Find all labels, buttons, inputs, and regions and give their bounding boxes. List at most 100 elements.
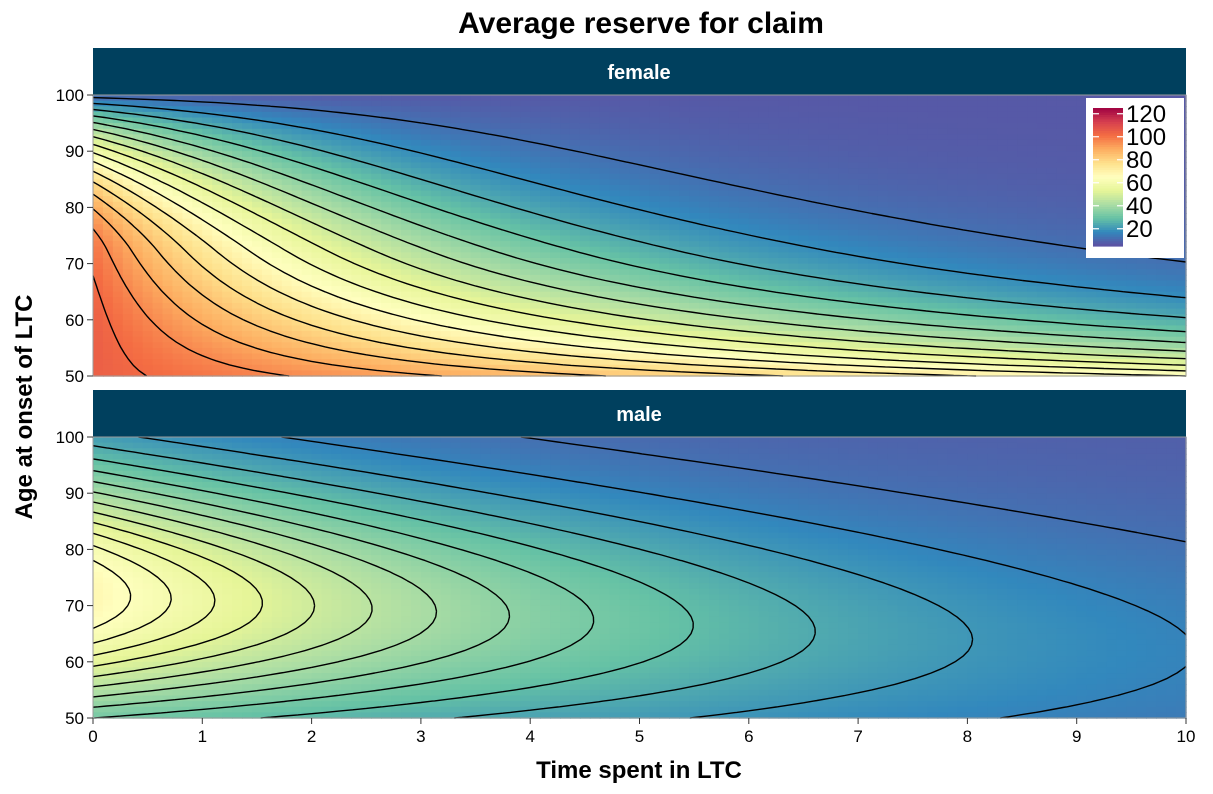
heat-cell: [768, 151, 780, 158]
heat-cell: [848, 319, 859, 327]
heat-cell: [1017, 257, 1028, 265]
heat-cell: [977, 123, 988, 130]
heat-cell: [271, 123, 283, 130]
heat-cell: [420, 257, 432, 265]
heat-cell: [927, 325, 939, 332]
heat-cell: [977, 263, 988, 270]
heat-cell: [609, 291, 621, 299]
heat-cell: [798, 364, 810, 372]
heat-cell: [500, 128, 512, 136]
heat-cell: [222, 145, 233, 152]
heat-cell: [748, 257, 760, 265]
heat-cell: [520, 286, 531, 293]
heat-cell: [182, 269, 194, 276]
heat-cell: [1056, 168, 1068, 175]
heat-cell: [281, 151, 293, 158]
heat-cell: [798, 257, 810, 265]
heat-cell: [1076, 269, 1088, 276]
heat-cell: [152, 252, 164, 259]
heat-cell: [401, 168, 412, 175]
heat-cell: [301, 190, 313, 197]
heat-cell: [112, 168, 124, 175]
heat-cell: [788, 257, 800, 265]
heat-cell: [1066, 173, 1078, 180]
heat-cell: [947, 179, 959, 186]
heat-cell: [1056, 179, 1068, 186]
heat-cell: [1007, 218, 1018, 225]
heat-cell: [132, 106, 144, 113]
heat-cell: [112, 190, 124, 197]
heat-cell: [768, 370, 780, 377]
heat-cell: [639, 229, 651, 237]
heat-cell: [430, 117, 442, 124]
heat-cell: [569, 224, 581, 231]
heat-cell: [460, 128, 472, 136]
heat-cell: [609, 314, 621, 321]
heat-cell: [470, 196, 482, 203]
heat-cell: [301, 246, 313, 254]
heat-cell: [649, 252, 661, 259]
heat-cell: [848, 257, 859, 265]
heat-cell: [828, 95, 839, 102]
heat-cell: [768, 257, 780, 265]
heat-cell: [371, 224, 382, 231]
heat-cell: [1056, 269, 1068, 276]
heat-cell: [659, 257, 671, 265]
heat-cell: [838, 252, 849, 259]
heat-cell: [699, 325, 710, 332]
heat-cell: [152, 139, 164, 147]
heat-cell: [311, 218, 323, 225]
heat-cell: [758, 134, 770, 141]
heat-cell: [122, 246, 134, 254]
heat-cell: [927, 347, 939, 355]
heat-cell: [152, 291, 164, 299]
heat-cell: [212, 229, 223, 237]
heat-cell: [510, 123, 521, 130]
heat-cell: [649, 196, 661, 203]
heat-cell: [510, 331, 521, 338]
heat-cell: [798, 156, 810, 164]
heat-cell: [937, 235, 949, 242]
heat-cell: [520, 331, 531, 338]
heat-cell: [102, 336, 114, 343]
heat-cell: [937, 196, 949, 203]
heat-cell: [192, 263, 203, 270]
heat-cell: [828, 229, 839, 237]
heat-cell: [1017, 364, 1028, 372]
heat-cell: [410, 286, 422, 293]
heat-cell: [291, 246, 303, 254]
heat-cell: [460, 106, 472, 113]
heat-cell: [569, 128, 581, 136]
heat-cell: [341, 257, 353, 265]
heat-cell: [202, 179, 213, 186]
heat-cell: [341, 128, 353, 136]
heat-cell: [381, 235, 392, 242]
heat-cell: [202, 314, 213, 321]
heat-cell: [490, 218, 502, 225]
heat-cell: [579, 274, 591, 282]
heat-cell: [738, 269, 750, 276]
heat-cell: [788, 314, 800, 321]
heat-cell: [1036, 274, 1048, 282]
heat-cell: [560, 359, 571, 366]
heat-cell: [927, 190, 939, 197]
heat-cell: [520, 229, 531, 237]
heat-cell: [887, 353, 899, 360]
heat-cell: [768, 302, 780, 310]
heat-cell: [93, 117, 104, 124]
heat-cell: [738, 241, 750, 248]
heat-cell: [589, 190, 601, 197]
heat-cell: [530, 218, 541, 225]
heat-cell: [569, 151, 581, 158]
heat-cell: [868, 291, 879, 299]
heat-cell: [997, 117, 1008, 124]
heat-cell: [1017, 117, 1028, 124]
heat-cell: [599, 173, 611, 180]
heat-cell: [440, 145, 452, 152]
heat-cell: [281, 128, 293, 136]
heat-cell: [291, 207, 303, 214]
heat-cell: [569, 246, 581, 254]
heat-cell: [977, 308, 988, 315]
heat-cell: [122, 168, 134, 175]
heat-cell: [281, 280, 293, 287]
